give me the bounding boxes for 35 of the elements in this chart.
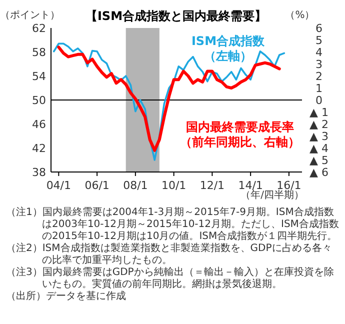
- x-tick-label: 04/1: [46, 179, 72, 192]
- y2-tick-label: ▲ 5: [310, 154, 328, 167]
- y-axis-title: （ポイント）: [0, 10, 60, 21]
- y2-tick-label: 1: [316, 82, 322, 95]
- y-tick-label: 50: [32, 94, 46, 107]
- y2-tick-label: ▲ 3: [310, 130, 328, 143]
- x-tick-label: 08/1: [123, 179, 148, 192]
- y2-tick-label: 3: [316, 58, 322, 71]
- x-tick-label: 10/1: [161, 179, 186, 192]
- x-axis-title: （年/四半期）: [240, 189, 304, 201]
- text: （注1）国内最終需要は2004年1-3月期～2015年7-9月期。ISM合成指数は2003年10-12月期～2015年10-12月期。ただし、ISM合成指数の2015年10-12月期は10月の値。ISM合成指数が１四半期先行。: [6, 207, 340, 242]
- x-tick-label: 06/1: [84, 179, 110, 192]
- series-label: 国内最終需要成長率（前年同期比、右軸）: [180, 120, 300, 149]
- y-tick-label: 58: [32, 46, 46, 59]
- text: （注3）国内最終需要はGDPから純輸出（＝輸出－輸入）と在庫投資を除いたもの。実質値の前年同期比。網掛は景気後退期。: [6, 267, 335, 290]
- y2-tick-label: 4: [316, 46, 322, 59]
- y2-tick-label: ▲ 6: [310, 166, 328, 179]
- text: （出所）データを基に作成: [6, 291, 127, 303]
- y-tick-label: 62: [32, 22, 46, 35]
- text: （注2）ISM合成指数は製造業指数と非製造業指数を、GDPに占める各々の比率で加重平均したもの。: [6, 243, 333, 266]
- y2-tick-label: ▲ 2: [310, 118, 328, 131]
- y2-tick-label: ▲ 1: [310, 106, 328, 119]
- y2-tick-label: 5: [316, 34, 322, 47]
- chart-title: 【ISM合成指数と国内最終需要】: [85, 9, 267, 23]
- y-tick-label: 38: [32, 166, 46, 179]
- y2-tick-label: 2: [316, 70, 322, 83]
- x-tick-label: 12/1: [200, 179, 225, 192]
- y-tick-label: 54: [32, 70, 46, 83]
- y2-axis-title: （%）: [285, 10, 315, 21]
- y2-tick-label: ▲ 4: [310, 142, 328, 155]
- y-tick-label: 46: [32, 118, 46, 131]
- y2-tick-label: 0: [316, 94, 322, 107]
- series-label: ISM合成指数（左軸）: [191, 34, 266, 63]
- y2-tick-label: 6: [316, 22, 322, 35]
- y-tick-label: 42: [32, 142, 46, 155]
